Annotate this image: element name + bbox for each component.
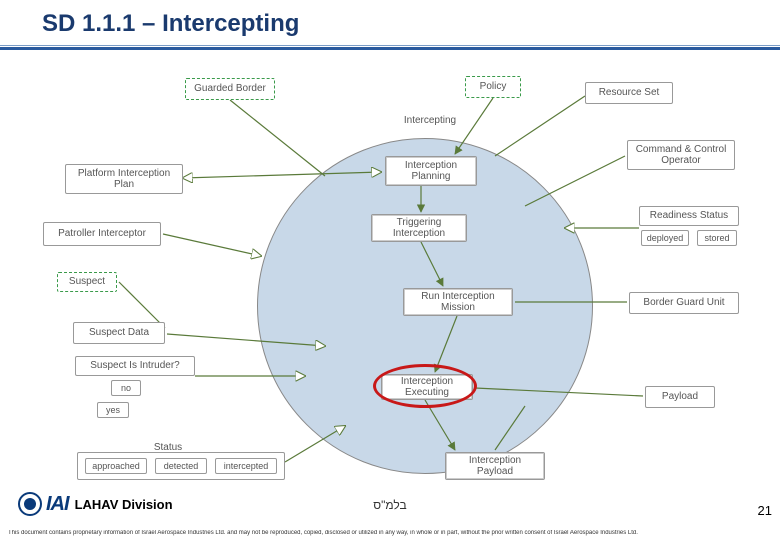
node-resource-set: Resource Set: [585, 82, 673, 104]
rule-thin: [0, 45, 780, 46]
node-run-mission: Run Interception Mission: [403, 288, 513, 316]
edge: [525, 156, 625, 206]
node-yes: yes: [97, 402, 129, 418]
diagram-canvas: Guarded Border Policy Resource Set Intercep…: [25, 56, 765, 490]
logo: IAI LAHAV Division: [18, 492, 173, 516]
page-number: 21: [758, 503, 772, 518]
node-cco: Command & Control Operator: [627, 140, 735, 170]
node-readiness: Readiness Status: [639, 206, 739, 226]
division-label: LAHAV Division: [75, 497, 173, 512]
node-patroller: Patroller Interceptor: [43, 222, 161, 246]
edge: [230, 100, 325, 176]
logo-icon: [18, 492, 42, 516]
node-policy: Policy: [465, 76, 521, 98]
node-pip: Platform Interception Plan: [65, 164, 183, 194]
edge: [495, 406, 525, 450]
logo-text: IAI: [46, 493, 69, 516]
node-intruder-q: Suspect Is Intruder?: [75, 356, 195, 376]
node-triggering: Triggering Interception: [371, 214, 467, 242]
node-guarded-border: Guarded Border: [185, 78, 275, 100]
node-approached: approached: [85, 458, 147, 474]
edge: [167, 334, 325, 346]
node-bgu: Border Guard Unit: [629, 292, 739, 314]
node-no: no: [111, 380, 141, 396]
edge: [475, 388, 643, 396]
node-planning: Interception Planning: [385, 156, 477, 186]
node-intercepted: intercepted: [215, 458, 277, 474]
classification-label: בלמ"ס: [373, 498, 406, 512]
edge: [435, 316, 457, 372]
node-intercepting: Intercepting: [395, 114, 465, 128]
edge: [285, 426, 345, 462]
edge: [183, 172, 381, 178]
edge: [163, 234, 261, 256]
node-stored: stored: [697, 230, 737, 246]
node-detected: detected: [155, 458, 207, 474]
rule-thick: [0, 47, 780, 50]
edge: [421, 242, 443, 286]
node-deployed: deployed: [641, 230, 689, 246]
node-suspect: Suspect: [57, 272, 117, 292]
slide-title: SD 1.1.1 – Intercepting: [42, 10, 299, 38]
node-status: Status: [141, 440, 195, 456]
highlight-ring: [373, 364, 477, 408]
node-suspect-data: Suspect Data: [73, 322, 165, 344]
edge: [495, 96, 585, 156]
node-payload: Payload: [645, 386, 715, 408]
disclaimer: This document contains proprietary infor…: [8, 530, 772, 536]
node-int-payload: Interception Payload: [445, 452, 545, 480]
